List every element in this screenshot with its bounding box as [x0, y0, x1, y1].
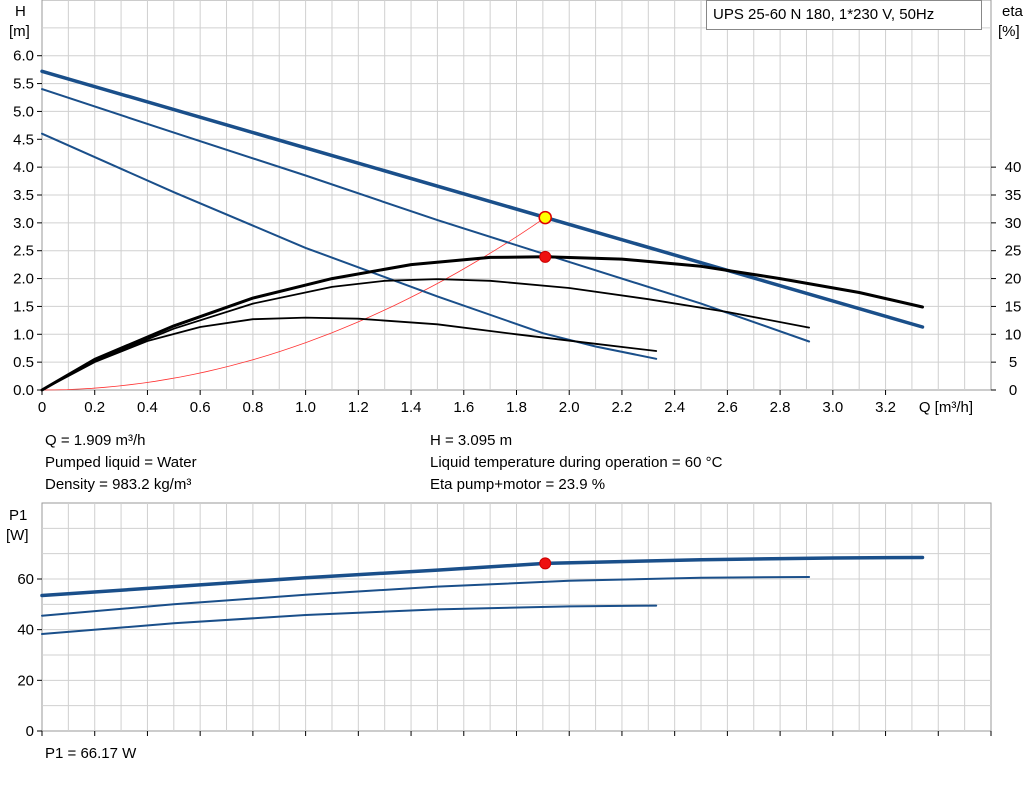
- head-curve-speed-3: [40, 69, 925, 329]
- p1-axis-label: P1: [9, 507, 27, 524]
- info-liquid-temperature: Liquid temperature during operation = 60…: [430, 454, 723, 471]
- eta-tick-label: 40: [1005, 159, 1022, 176]
- info-efficiency: Eta pump+motor = 23.9 %: [430, 476, 606, 493]
- x-tick-label: 2.0: [559, 399, 580, 416]
- h-axis-unit: [m]: [9, 23, 30, 40]
- x-tick-label: 1.2: [348, 399, 369, 416]
- x-axis-label: Q [m³/h]: [919, 399, 973, 416]
- p1-tick-label: 40: [17, 622, 34, 639]
- chart-legend: UPS 25-60 N 180, 1*230 V, 50Hz: [706, 0, 982, 30]
- x-tick-label: 2.2: [612, 399, 633, 416]
- eta-tick-label: 20: [1005, 271, 1022, 288]
- head-curve-speed-2: [41, 88, 811, 343]
- eta-tick-label: 0: [1009, 382, 1017, 399]
- h-tick-label: 5.5: [13, 76, 34, 93]
- power-curve-speed-3: [40, 555, 925, 598]
- eta-curve-speed-2: [41, 278, 810, 391]
- eta-tick-label: 10: [1005, 326, 1022, 343]
- h-axis-label: H: [15, 3, 26, 20]
- h-tick-label: 2.0: [13, 271, 34, 288]
- x-tick-label: 3.0: [822, 399, 843, 416]
- x-tick-label: 0: [38, 399, 46, 416]
- x-tick-label: 0.8: [242, 399, 263, 416]
- info-power: P1 = 66.17 W: [45, 745, 137, 762]
- eta-tick-label: 25: [1005, 243, 1022, 260]
- x-tick-label: 0.2: [84, 399, 105, 416]
- info-density: Density = 983.2 kg/m³: [45, 476, 192, 493]
- x-tick-label: 1.4: [401, 399, 422, 416]
- h-tick-label: 1.0: [13, 326, 34, 343]
- eta-operating-point: [539, 250, 552, 263]
- p1-tick-label: 20: [17, 672, 34, 689]
- h-tick-label: 4.0: [13, 159, 34, 176]
- legend-text: UPS 25-60 N 180, 1*230 V, 50Hz: [713, 6, 935, 23]
- x-tick-label: 2.8: [770, 399, 791, 416]
- eta-tick-label: 5: [1009, 354, 1017, 371]
- h-tick-label: 6.0: [13, 48, 34, 65]
- eta-axis-unit: [%]: [998, 23, 1020, 40]
- head-curve-speed-1: [41, 132, 658, 360]
- h-tick-label: 5.0: [13, 103, 34, 120]
- p1-axis-unit: [W]: [6, 527, 29, 544]
- x-tick-label: 3.2: [875, 399, 896, 416]
- h-tick-label: 4.5: [13, 131, 34, 148]
- eta-tick-label: 30: [1005, 215, 1022, 232]
- x-tick-label: 1.8: [506, 399, 527, 416]
- info-head: H = 3.095 m: [430, 432, 513, 449]
- eta-curve-speed-1: [41, 316, 658, 391]
- eta-axis-label: eta: [1002, 3, 1024, 20]
- power-operating-point: [539, 557, 552, 570]
- info-flow: Q = 1.909 m³/h: [45, 432, 146, 449]
- info-pumped-liquid: Pumped liquid = Water: [45, 454, 197, 471]
- p1-tick-label: 60: [17, 571, 34, 588]
- x-tick-label: 1.6: [453, 399, 474, 416]
- h-tick-label: 0.0: [13, 382, 34, 399]
- power-curve-speed-1: [41, 604, 658, 635]
- duty-point-marker: [538, 210, 552, 225]
- h-tick-label: 3.5: [13, 187, 34, 204]
- eta-tick-label: 15: [1005, 298, 1022, 315]
- x-tick-label: 0.4: [137, 399, 158, 416]
- p1-tick-label: 0: [26, 723, 34, 740]
- eta-curve-speed-3: [40, 255, 924, 392]
- power-curve-speed-2: [41, 576, 811, 617]
- eta-tick-label: 35: [1005, 187, 1022, 204]
- h-tick-label: 3.0: [13, 215, 34, 232]
- h-tick-label: 1.5: [13, 298, 34, 315]
- x-tick-label: 2.6: [717, 399, 738, 416]
- x-tick-label: 1.0: [295, 399, 316, 416]
- x-tick-label: 2.4: [664, 399, 685, 416]
- x-tick-label: 0.6: [190, 399, 211, 416]
- h-tick-label: 2.5: [13, 243, 34, 260]
- system-curve-line: [41, 217, 546, 391]
- h-tick-label: 0.5: [13, 354, 34, 371]
